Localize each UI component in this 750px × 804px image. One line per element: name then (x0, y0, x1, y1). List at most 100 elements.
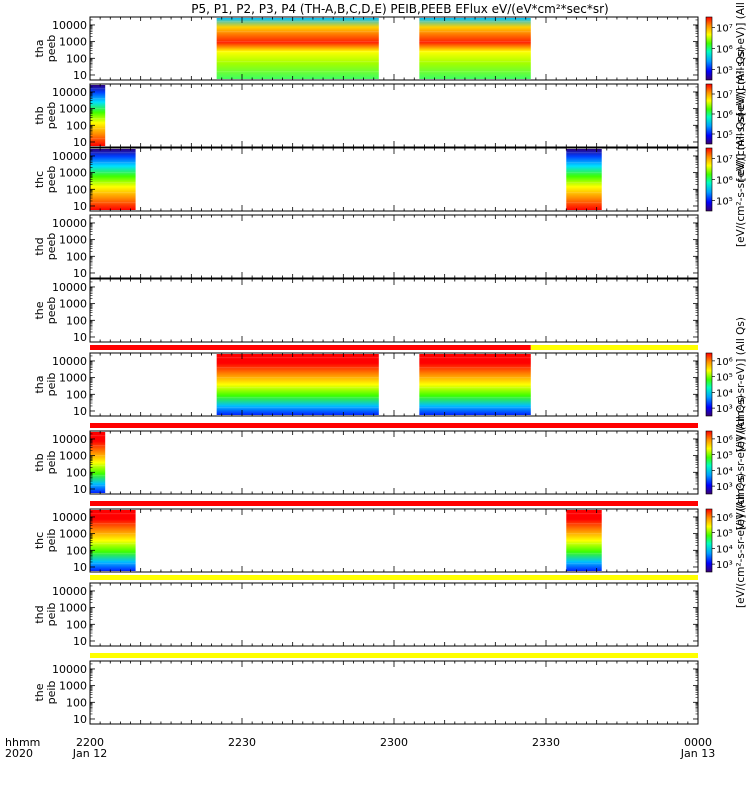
y-axis-label-line2: peib (45, 681, 58, 705)
spectrogram-texture (90, 182, 136, 184)
y-axis-label-line1: thb (33, 106, 46, 124)
colorbar-tick-label: 10⁶ (716, 435, 733, 446)
figure-title: P5, P1, P2, P3, P4 (TH-A,B,C,D,E) PEIB,P… (191, 2, 608, 16)
colorbar-tick-label: 10⁴ (716, 388, 733, 399)
y-tick-label: 100 (66, 183, 87, 196)
spectrogram-texture (90, 118, 106, 120)
y-tick-label: 10000 (52, 433, 87, 446)
spectrogram-block (216, 18, 379, 79)
y-tick-label: 10 (73, 331, 87, 344)
spectrogram-texture (216, 71, 379, 73)
spectrogram-block (419, 354, 531, 415)
y-tick-label: 1000 (59, 36, 87, 49)
colorbar-tick-label: 10⁶ (716, 110, 733, 121)
y-axis-label-line2: peib (45, 373, 58, 397)
spectrogram-block (90, 149, 136, 210)
colorbar-tick-label: 10⁷ (716, 90, 733, 101)
y-tick-label: 100 (66, 119, 87, 132)
spectrogram-block (419, 18, 531, 79)
colorbar-gradient (705, 147, 713, 212)
y-tick-label: 10000 (52, 86, 87, 99)
y-tick-label: 100 (66, 314, 87, 327)
flag-bar-red (90, 423, 698, 428)
panel-tha-peib: 10 100 1000 10000 thapeib (33, 345, 699, 418)
y-tick-label: 10 (73, 136, 87, 149)
y-tick-label: 100 (66, 388, 87, 401)
spectrogram-block (90, 85, 106, 146)
spectrogram-texture (90, 563, 136, 565)
colorbar-tick-label: 10⁷ (716, 155, 733, 166)
spectrogram-texture (90, 475, 106, 477)
y-axis-label-line1: tha (33, 375, 46, 393)
panel-frame (89, 508, 699, 573)
spectrogram-texture (566, 513, 602, 515)
colorbar-tick-label: 10⁴ (716, 544, 733, 555)
y-axis-label: thdpeib (33, 603, 58, 627)
y-tick-label: 10000 (52, 511, 87, 524)
spectrogram-block (566, 510, 602, 571)
panel-thc-peeb: 10 100 1000 10000 thcpeeb (33, 147, 699, 213)
colorbar-tick-label: 10⁶ (716, 176, 733, 187)
colorbar-tick-label: 10⁵ (716, 66, 733, 77)
colorbar-label: [eV/(cm²-s-sr-eV)] (All Qs) (735, 395, 747, 530)
flag-bar-yellow (90, 575, 698, 580)
panel-frame (89, 582, 699, 647)
spectrogram-texture (90, 88, 106, 90)
spectrogram-texture (566, 152, 602, 154)
spectrogram-texture (419, 21, 531, 23)
spectrogram-texture (566, 523, 602, 525)
y-axis-label: thepeeb (33, 297, 58, 325)
y-axis-label-line1: thc (33, 532, 46, 549)
colorbar-tick-label: 10⁵ (716, 373, 733, 384)
y-axis-label-line1: the (33, 683, 46, 701)
spectrogram-texture (216, 357, 379, 359)
y-tick-label: 100 (66, 250, 87, 263)
y-axis-label-line2: peib (45, 451, 58, 475)
spectrogram-texture (566, 563, 602, 565)
y-tick-label: 100 (66, 466, 87, 479)
spectrogram-texture (216, 51, 379, 53)
colorbar-tick-label: 10⁷ (716, 24, 733, 35)
y-tick-label: 10 (73, 69, 87, 82)
spectrogram-texture (216, 407, 379, 409)
spectrogram-texture (566, 172, 602, 174)
y-tick-label: 10000 (52, 217, 87, 230)
spectrogram-texture (216, 41, 379, 43)
spectrogram-block (90, 510, 136, 571)
panel-frame (89, 147, 699, 212)
panel-thc-peib: 10 100 1000 10000 thcpeib (33, 501, 699, 574)
colorbar-tick-label: 10⁵ (716, 529, 733, 540)
colorbar-tick-label: 10⁶ (716, 45, 733, 56)
spectrogram-texture (419, 387, 531, 389)
spectrogram-texture (90, 128, 106, 130)
y-tick-label: 10 (73, 267, 87, 280)
spectrogram-texture (90, 98, 106, 100)
date-label-end: Jan 13 (680, 747, 715, 760)
y-axis-label-line1: tha (33, 39, 46, 57)
y-axis-label: thbpeib (33, 451, 58, 475)
colorbar-tick-label: 10⁵ (716, 130, 733, 141)
colorbar-tick-label: 10⁵ (716, 451, 733, 462)
y-axis-label: thdpeeb (33, 233, 58, 261)
spectrogram-block (216, 354, 379, 415)
spectrogram-texture (90, 523, 136, 525)
spectrogram-texture (216, 31, 379, 33)
panel-frame (89, 83, 699, 148)
spectrogram-texture (419, 61, 531, 63)
spectrogram-texture (566, 543, 602, 545)
spectrogram-texture (90, 543, 136, 545)
spectrogram-texture (419, 377, 531, 379)
spectrogram-texture (216, 61, 379, 63)
panel-thd-peib: 10 100 1000 10000 thdpeib (33, 575, 699, 648)
time-tick-label: 2230 (228, 736, 256, 749)
flag-bar-red (90, 501, 698, 506)
colorbar-label: [eV/(cm²-s-sr-eV)] (All Qs) (735, 0, 747, 116)
spectrogram-texture (90, 435, 106, 437)
y-tick-label: 100 (66, 52, 87, 65)
y-tick-label: 10000 (52, 585, 87, 598)
y-axis-label-line2: peib (45, 603, 58, 627)
y-tick-label: 1000 (59, 372, 87, 385)
panel-frame (89, 352, 699, 417)
y-tick-label: 10000 (52, 281, 87, 294)
